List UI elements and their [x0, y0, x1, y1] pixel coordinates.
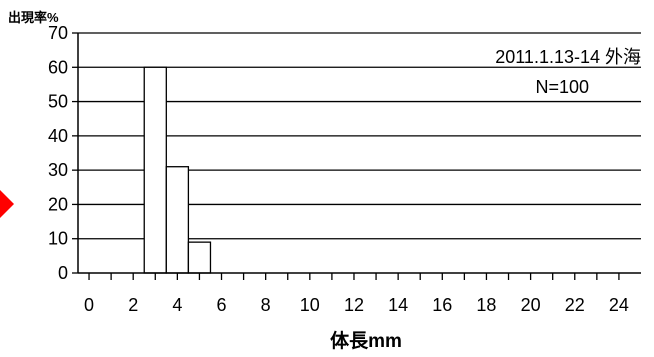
x-tick-label: 6 [217, 295, 227, 315]
chart-annotation: 2011.1.13-14 外海 [495, 47, 641, 67]
y-tick-label: 10 [48, 229, 68, 249]
y-axis-label: 出現率% [8, 10, 59, 25]
x-tick-label: 10 [300, 295, 320, 315]
bars [143, 66, 212, 274]
x-axis-label: 体長mm [330, 329, 402, 352]
x-tick-label: 18 [476, 295, 496, 315]
x-tick-label: 8 [261, 295, 271, 315]
axes [72, 32, 641, 280]
x-tick-label: 2 [128, 295, 138, 315]
x-tick-label: 4 [172, 295, 182, 315]
y-tick-label: 0 [58, 263, 68, 283]
x-tick-label: 16 [432, 295, 452, 315]
x-tick-label: 0 [84, 295, 94, 315]
x-tick-label: 24 [609, 295, 629, 315]
x-tick-label: 22 [565, 295, 585, 315]
y-tick-label: 70 [48, 23, 68, 43]
red-arrow-marker [0, 190, 14, 218]
sample-size-label: N=100 [535, 77, 589, 97]
y-tick-label: 40 [48, 126, 68, 146]
x-tick-label: 20 [521, 295, 541, 315]
y-tick-label: 50 [48, 92, 68, 112]
x-tick-label: 14 [388, 295, 408, 315]
bar [187, 241, 212, 274]
y-tick-label: 20 [48, 194, 68, 214]
y-tick-label: 60 [48, 57, 68, 77]
y-tick-label: 30 [48, 160, 68, 180]
bar [143, 66, 167, 274]
bar [165, 166, 190, 274]
x-tick-label: 12 [344, 295, 364, 315]
